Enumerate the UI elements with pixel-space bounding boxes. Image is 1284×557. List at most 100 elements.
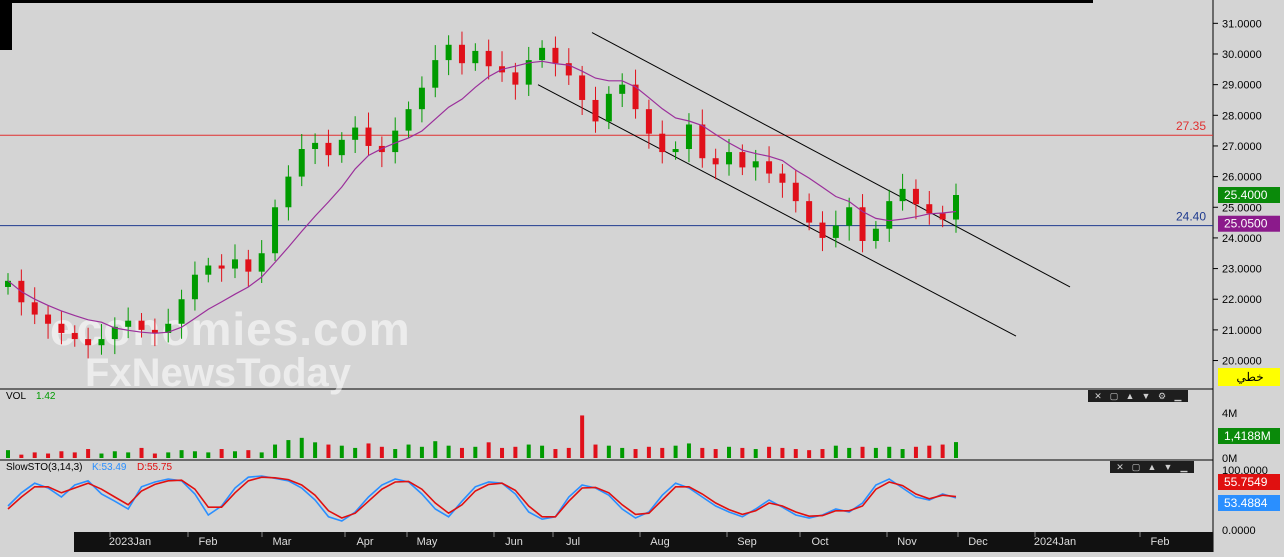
restore-icon[interactable]: ▢: [1109, 391, 1119, 401]
candle-body: [926, 204, 933, 214]
volume-bar: [379, 446, 384, 458]
candle-body: [312, 142, 319, 150]
volume-bar: [940, 444, 945, 458]
minimize-icon[interactable]: ▁: [1180, 462, 1188, 472]
volume-bar: [126, 452, 131, 458]
volume-bar: [232, 451, 237, 458]
volume-bar: [847, 447, 852, 458]
volume-bar: [313, 442, 318, 458]
language-badge: [1218, 368, 1280, 386]
x-tick-label: Apr: [356, 536, 373, 548]
candle-body: [98, 339, 105, 346]
volume-bar: [486, 442, 491, 458]
x-tick-label: Feb: [199, 536, 218, 548]
candle-body: [619, 84, 626, 94]
settings-icon[interactable]: ⚙: [1157, 391, 1167, 401]
candle-body: [872, 228, 879, 241]
price-tick-label: 21.0000: [1222, 325, 1262, 337]
candle-body: [245, 259, 252, 272]
volume-bar: [646, 446, 651, 458]
volume-bar: [286, 440, 291, 458]
x-tick-label: Aug: [650, 536, 670, 548]
volume-bar: [152, 453, 157, 458]
price-tick-label: 20.0000: [1222, 356, 1262, 368]
volume-bar: [833, 445, 838, 458]
candle-body: [445, 44, 452, 61]
candle-body: [45, 314, 52, 324]
volume-bar: [46, 453, 51, 458]
candle-body: [432, 60, 439, 88]
candle-body: [258, 253, 265, 272]
volume-panel-controls: ✕ ▢ ▲ ▼ ⚙ ▁: [1088, 390, 1188, 402]
candle-body: [806, 201, 813, 223]
sto-tick-label: 0.0000: [1222, 525, 1256, 537]
volume-bar: [860, 446, 865, 458]
candle-body: [819, 222, 826, 238]
volume-bar: [179, 450, 184, 458]
sto-panel-controls: ✕ ▢ ▲ ▼ ▁: [1110, 461, 1194, 473]
candle-body: [338, 139, 345, 156]
candle-body: [125, 320, 132, 327]
volume-bar: [86, 449, 91, 458]
minimize-icon[interactable]: ▁: [1174, 391, 1182, 401]
volume-current-value: 1.42: [36, 391, 56, 402]
volume-bar: [740, 447, 745, 458]
volume-bar: [326, 444, 331, 458]
candle-body: [85, 339, 92, 346]
top-left-corner: [0, 0, 12, 50]
sto-k-tag-text: 53.4884: [1224, 496, 1268, 510]
arrow-up-icon[interactable]: ▲: [1125, 391, 1135, 401]
candle-body: [859, 207, 866, 241]
arrow-down-icon[interactable]: ▼: [1141, 391, 1151, 401]
volume-bar: [713, 449, 718, 458]
restore-icon[interactable]: ▢: [1131, 462, 1141, 472]
candle-body: [525, 60, 532, 85]
volume-bar: [553, 449, 558, 458]
candle-body: [458, 44, 465, 64]
x-tick-label: Jun: [505, 536, 523, 548]
candle-body: [31, 302, 38, 315]
volume-bar: [406, 444, 411, 458]
volume-bar: [192, 451, 197, 458]
volume-bar: [700, 447, 705, 458]
candle-body: [792, 182, 799, 202]
close-icon[interactable]: ✕: [1116, 462, 1124, 472]
volume-bar: [727, 446, 732, 458]
candle-body: [58, 323, 65, 333]
volume-bar: [807, 450, 812, 458]
price-tick-label: 27.0000: [1222, 141, 1262, 153]
volume-bar: [526, 444, 531, 458]
volume-bar: [767, 446, 772, 458]
support-label: 24.40: [1176, 210, 1206, 224]
volume-bar: [6, 450, 10, 458]
x-tick-label: Oct: [811, 536, 828, 548]
x-tick-label: Feb: [1151, 536, 1170, 548]
arrow-up-icon[interactable]: ▲: [1147, 462, 1157, 472]
price-tick-label: 22.0000: [1222, 294, 1262, 306]
candle-body: [418, 87, 425, 110]
channel-upper-line: [591, 32, 1071, 288]
x-tick-label: 2023Jan: [109, 536, 151, 548]
candle-body: [472, 50, 479, 64]
candle-body: [659, 133, 666, 153]
candle-body: [565, 63, 572, 76]
volume-bar: [566, 447, 571, 458]
close-icon[interactable]: ✕: [1094, 391, 1102, 401]
volume-bar: [540, 445, 545, 458]
candle-body: [912, 188, 919, 205]
candle-body: [672, 149, 679, 153]
volume-bar: [366, 443, 371, 458]
arrow-down-icon[interactable]: ▼: [1163, 462, 1173, 472]
volume-bar: [353, 447, 358, 458]
candle-body: [685, 124, 692, 150]
volume-last-tag: [1218, 428, 1280, 444]
price-tick-label: 25.0000: [1222, 202, 1262, 214]
top-edge: [0, 0, 1093, 3]
volume-bar: [606, 445, 611, 458]
volume-bar: [927, 445, 932, 458]
candle-body: [151, 329, 158, 333]
candle-body: [298, 149, 305, 177]
sto-k-label: K:53.49: [92, 462, 127, 473]
resistance-label: 27.35: [1176, 119, 1206, 133]
sto-title: SlowSTO(3,14,3): [6, 462, 83, 473]
